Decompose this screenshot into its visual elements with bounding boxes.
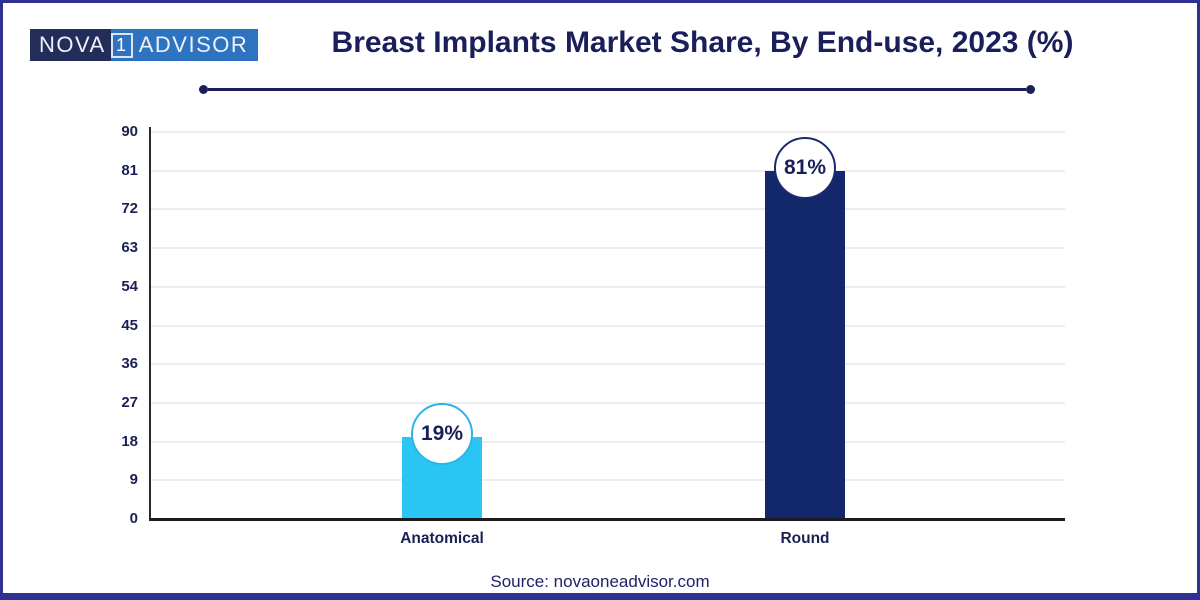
value-badge: 19% [411,403,473,466]
y-axis-line [149,127,151,519]
y-axis-tick-label: 54 [121,277,138,295]
divider-dot-icon [1026,84,1035,94]
divider-dot-icon [199,84,208,94]
y-axis-tick-label: 0 [129,510,138,527]
y-axis-tick-label: 45 [121,316,138,334]
bar-round [765,170,845,519]
gridline [150,363,1065,366]
logo-one-box-icon: 1 [110,32,133,58]
gridline [150,247,1065,250]
gridline [150,479,1065,482]
chart-title: Breast Implants Market Share, By End-use… [331,26,1074,59]
y-axis-tick-label: 36 [121,355,138,373]
logo-text-advisor: ADVISOR [138,32,249,57]
title-divider [199,84,1035,94]
x-category-label: Round [780,530,830,547]
y-axis-tick-label: 9 [129,471,138,489]
gridline [150,285,1065,288]
source-caption: Source: novaoneadvisor.com [490,572,710,591]
gridline [150,131,1065,133]
divider-line [208,87,1026,91]
gridline [150,401,1065,404]
gridline [150,324,1065,327]
value-badge: 81% [774,136,836,199]
gridline [150,208,1065,211]
y-axis-tick-label: 72 [121,200,138,218]
y-axis-tick-label: 18 [121,432,138,450]
gridline [150,440,1065,443]
x-category-label: Anatomical [400,530,484,547]
bottom-accent-bar [0,593,1200,600]
logo-text-nova: NOVA [39,32,106,57]
gridline [150,169,1065,172]
y-axis-tick-label: 81 [121,161,138,179]
y-axis-tick-label: 90 [121,123,138,140]
x-axis-line [149,518,1065,521]
y-axis-tick-label: 27 [121,393,138,411]
brand-logo: NOVA 1 ADVISOR [30,29,259,61]
y-axis-tick-label: 63 [121,239,138,257]
